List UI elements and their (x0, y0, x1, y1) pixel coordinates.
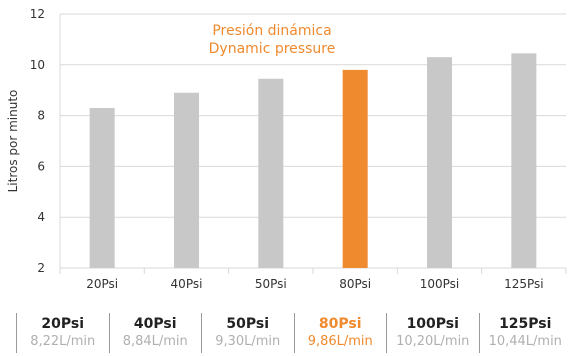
y-tick-labels: 2 4 6 8 10 12 (30, 7, 45, 275)
summary-cell: 80Psi 9,86L/min (293, 313, 387, 353)
bars (89, 53, 537, 269)
summary-cell: 100Psi 10,20L/min (386, 313, 479, 353)
x-tick-label: 40Psi (171, 277, 203, 291)
y-tick-label: 2 (37, 261, 45, 275)
bar-20Psi (89, 107, 115, 268)
bar-80Psi (342, 69, 368, 268)
bar-100Psi (427, 57, 452, 269)
x-tick-labels: 20Psi 40Psi 50Psi 80Psi 100Psi 125Psi (59, 268, 567, 291)
summary-flow: 9,86L/min (307, 334, 373, 349)
summary-flow: 10,20L/min (396, 334, 470, 349)
summary-cell: 125Psi 10,44L/min (478, 313, 571, 353)
summary-cell: 40Psi 8,84L/min (108, 313, 202, 353)
y-tick-label: 6 (37, 159, 45, 173)
summary-pressure: 20Psi (41, 316, 85, 332)
x-tick-label: 50Psi (255, 277, 287, 291)
summary-pressure: 50Psi (226, 316, 270, 332)
y-tick-label: 4 (37, 210, 45, 224)
y-tick-label: 12 (30, 7, 45, 21)
bar-50Psi (258, 78, 284, 269)
summary-pressure: 125Psi (499, 316, 552, 332)
x-tick-label: 20Psi (86, 277, 118, 291)
chart-subtitle: Dynamic pressure (209, 41, 336, 57)
summary-pressure: 100Psi (406, 316, 459, 332)
bar-chart: 2 4 6 8 10 12 20Psi 40Psi 50Psi 80Psi 100Psi 125Ps… (6, 7, 567, 291)
summary-pressure: 80Psi (318, 316, 362, 332)
y-tick-label: 8 (37, 109, 45, 123)
bar-125Psi (511, 53, 537, 269)
flow-summary-table: 20Psi 8,22L/min 40Psi 8,84L/min 50Psi 9,30L/m… (16, 313, 571, 353)
bar-40Psi (174, 92, 199, 269)
summary-cell: 20Psi 8,22L/min (16, 313, 109, 353)
summary-flow: 10,44L/min (488, 334, 562, 349)
summary-flow: 9,30L/min (215, 334, 281, 349)
y-tick-label: 10 (30, 58, 45, 72)
x-tick-label: 125Psi (504, 277, 544, 291)
x-tick-label: 80Psi (339, 277, 371, 291)
summary-cell: 50Psi 9,30L/min (201, 313, 294, 353)
x-tick-label: 100Psi (420, 277, 460, 291)
chart-title: Presión dinámica (212, 23, 331, 39)
summary-flow: 8,84L/min (122, 334, 188, 349)
y-axis-title: Litros por minuto (6, 90, 20, 193)
summary-flow: 8,22L/min (30, 334, 96, 349)
summary-pressure: 40Psi (133, 316, 177, 332)
